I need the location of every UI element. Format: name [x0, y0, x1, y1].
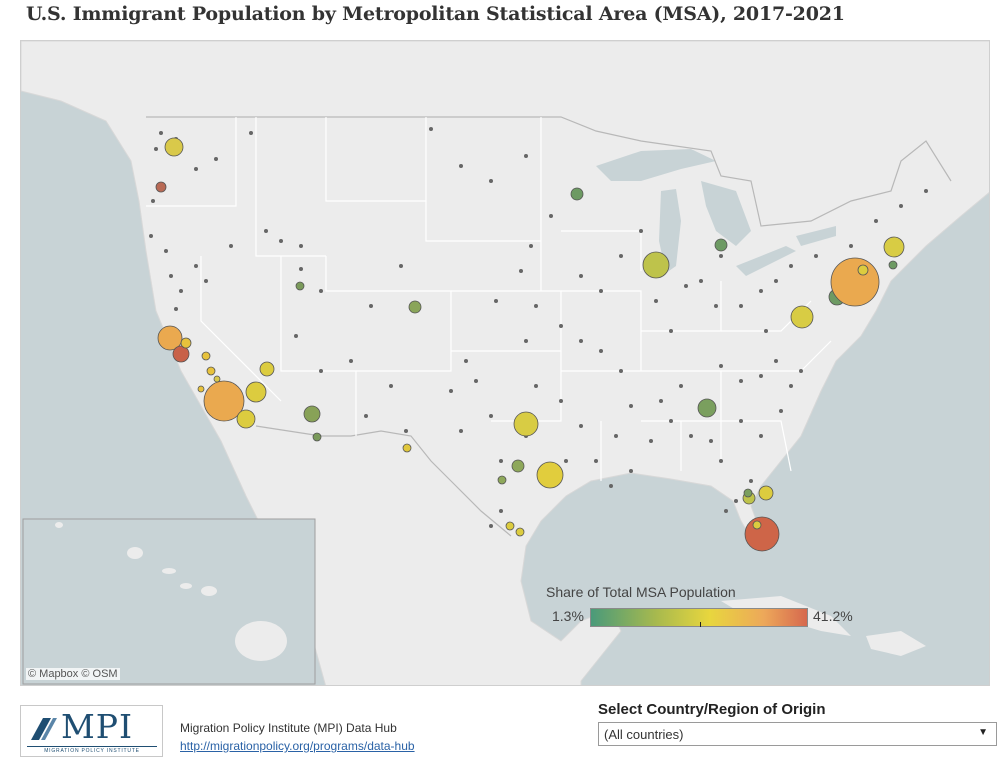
msa-providence [888, 260, 898, 270]
msa-lakeland [743, 488, 753, 498]
msa-dallas [513, 411, 539, 437]
legend-color-bar [590, 608, 808, 627]
small-msa-dots [149, 127, 928, 528]
filter-label: Select Country/Region of Origin [598, 701, 826, 718]
msa-orlando [758, 485, 774, 501]
country-origin-selected: (All countries) [604, 727, 684, 742]
msa-san-francisco [157, 325, 183, 351]
msa-modesto [201, 351, 211, 361]
msa-naples [752, 520, 762, 530]
msa-denver [408, 300, 422, 314]
us-canada-border [146, 116, 952, 227]
msa-seattle [164, 137, 184, 157]
msa-atlanta [697, 398, 717, 418]
msa-stamford [857, 264, 869, 276]
mpi-logo-text: MPI [61, 707, 134, 746]
mpi-logo[interactable]: MPI MIGRATION POLICY INSTITUTE [20, 705, 163, 757]
msa-fresno [206, 366, 216, 376]
hawaii-island [235, 621, 287, 661]
lake-erie [736, 246, 796, 276]
msa-tucson [312, 432, 322, 442]
msa-bubbles [149, 127, 928, 552]
data-hub-link[interactable]: http://migrationpolicy.org/programs/data… [180, 739, 415, 753]
page-title: U.S. Immigrant Population by Metropolita… [26, 3, 845, 25]
msa-austin [511, 459, 525, 473]
legend-tick [700, 622, 701, 627]
msa-phoenix [303, 405, 321, 423]
chevron-down-icon: ▼ [978, 727, 988, 738]
hawaii-island [127, 547, 143, 559]
msa-boston [883, 236, 905, 258]
map[interactable] [20, 40, 990, 686]
legend-max-label: 41.2% [813, 608, 853, 624]
msa-oakland [180, 337, 192, 349]
msa-brownsville [515, 527, 525, 537]
legend-min-label: 1.3% [552, 608, 584, 624]
country-origin-select[interactable]: (All countries) ▼ [598, 722, 997, 746]
msa-new-york [830, 257, 880, 307]
msa-miami [744, 516, 780, 552]
mpi-logo-mark [31, 718, 57, 740]
msa-portland [155, 181, 167, 193]
msa-las-vegas [259, 361, 275, 377]
legend-title: Share of Total MSA Population [546, 584, 736, 600]
hawaii-island [162, 568, 176, 574]
hawaii-island [180, 583, 192, 589]
org-name: Migration Policy Institute (MPI) Data Hu… [180, 721, 397, 735]
msa-mcallen [505, 521, 515, 531]
lake-huron [701, 181, 751, 246]
lake-michigan [659, 189, 681, 273]
msa-san-antonio [497, 475, 507, 485]
hawaii-island [201, 586, 217, 596]
msa-salt-lake [295, 281, 305, 291]
us-mexico-border [255, 425, 512, 537]
msa-detroit [714, 238, 728, 252]
msa-riverside [245, 381, 267, 403]
mpi-logo-subtext: MIGRATION POLICY INSTITUTE [27, 746, 157, 754]
msa-washington [790, 305, 814, 329]
map-attribution: © Mapbox © OSM [26, 668, 120, 680]
hispaniola [866, 631, 926, 656]
msa-ventura [213, 375, 221, 383]
msa-san-jose [172, 345, 190, 363]
msa-houston [536, 461, 564, 489]
msa-san-diego [236, 409, 256, 429]
msa-los-angeles [203, 380, 245, 422]
lake-superior [596, 149, 716, 181]
msa-minneapolis [570, 187, 584, 201]
msa-bakersfield [197, 385, 205, 393]
msa-el-paso [402, 443, 412, 453]
msa-chicago [642, 251, 670, 279]
lake-ontario [796, 226, 836, 246]
hawaii-island [55, 522, 63, 528]
